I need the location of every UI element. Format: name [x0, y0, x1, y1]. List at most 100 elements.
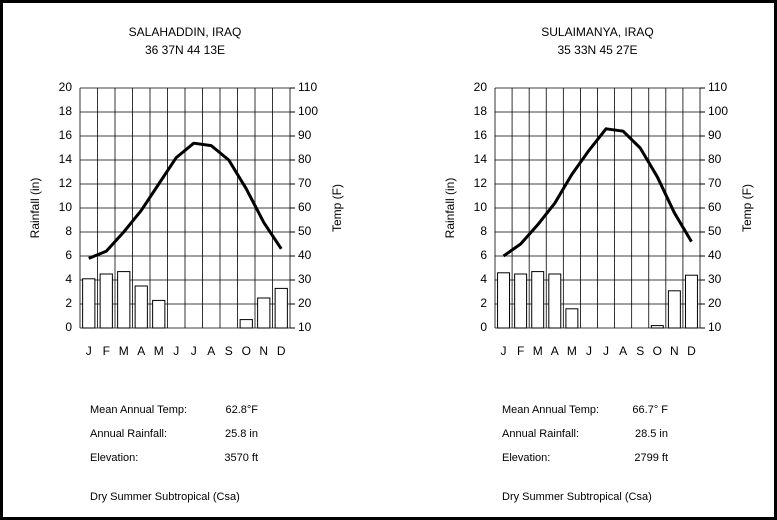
bar	[152, 299, 166, 329]
stat-label: Elevation:	[90, 452, 138, 464]
x-tick-label: O	[653, 344, 662, 358]
y2-tick-label: 40	[708, 248, 722, 262]
x-tick-label: M	[567, 344, 577, 358]
x-tick-label: M	[154, 344, 164, 358]
bar	[548, 273, 562, 329]
bar	[257, 297, 271, 329]
y-tick-label: 18	[59, 104, 73, 118]
y2-tick-label: 20	[298, 296, 312, 310]
bar	[117, 271, 131, 329]
y-tick-label: 6	[65, 248, 72, 262]
stat-label: Mean Annual Temp:	[90, 404, 187, 416]
y2-tick-label: 90	[708, 128, 722, 142]
x-tick-label: A	[137, 344, 145, 358]
y-tick-label: 20	[59, 80, 73, 94]
chart-subtitle: 36 37N 44 13E	[145, 43, 225, 57]
bar	[514, 273, 528, 329]
stat-label: Annual Rainfall:	[502, 428, 579, 440]
bar	[134, 285, 148, 329]
y-tick-label: 6	[480, 248, 487, 262]
stat-value: 25.8 in	[225, 428, 258, 440]
y-tick-label: 4	[65, 272, 72, 286]
x-tick-label: J	[501, 344, 507, 358]
y2-tick-label: 40	[298, 248, 312, 262]
y2-tick-label: 50	[708, 224, 722, 238]
y-axis-label: Rainfall (in)	[28, 178, 42, 239]
y2-tick-label: 10	[298, 320, 312, 334]
y2-tick-label: 110	[298, 80, 317, 94]
y2-tick-label: 60	[708, 200, 722, 214]
y-tick-label: 10	[474, 200, 488, 214]
y-tick-label: 12	[59, 176, 73, 190]
chart-title: SALAHADDIN, IRAQ	[129, 25, 242, 39]
y-tick-label: 2	[65, 296, 72, 310]
y-tick-label: 0	[65, 320, 72, 334]
stat-value: 3570 ft	[224, 452, 258, 464]
y2-tick-label: 110	[708, 80, 727, 94]
stat-label: Elevation:	[502, 452, 550, 464]
y-tick-label: 4	[480, 272, 487, 286]
temp-line	[88, 141, 283, 260]
y2-tick-label: 30	[708, 272, 722, 286]
stat-value: 2799 ft	[634, 452, 668, 464]
y-tick-label: 8	[480, 224, 487, 238]
y2-tick-label: 30	[298, 272, 312, 286]
x-tick-label: M	[119, 344, 129, 358]
x-tick-label: D	[687, 344, 696, 358]
x-tick-label: N	[259, 344, 268, 358]
y-tick-label: 16	[474, 128, 488, 142]
bar	[274, 287, 288, 329]
chart-title: SULAIMANYA, IRAQ	[541, 25, 653, 39]
bar	[99, 273, 113, 329]
y-tick-label: 18	[474, 104, 488, 118]
x-tick-label: A	[551, 344, 559, 358]
x-tick-label: N	[670, 344, 679, 358]
y2-tick-label: 100	[708, 104, 728, 118]
y2-axis-label: Temp (F)	[330, 184, 344, 232]
y2-tick-label: 80	[298, 152, 312, 166]
bar	[684, 274, 698, 329]
y2-tick-label: 60	[298, 200, 312, 214]
bar	[565, 308, 579, 329]
stat-value: 28.5 in	[635, 428, 668, 440]
y-tick-label: 14	[474, 152, 488, 166]
stat-value: 62.8°F	[225, 404, 258, 416]
stat-label: Annual Rainfall:	[90, 428, 167, 440]
y2-tick-label: 50	[298, 224, 312, 238]
x-tick-label: J	[586, 344, 592, 358]
bar	[650, 325, 664, 329]
y2-tick-label: 20	[708, 296, 722, 310]
x-tick-label: J	[86, 344, 92, 358]
x-tick-label: J	[603, 344, 609, 358]
y-tick-label: 2	[480, 296, 487, 310]
x-tick-label: A	[207, 344, 215, 358]
y2-tick-label: 100	[298, 104, 318, 118]
y-tick-label: 0	[480, 320, 487, 334]
x-tick-label: D	[277, 344, 286, 358]
y-tick-label: 14	[59, 152, 73, 166]
x-tick-label: S	[636, 344, 644, 358]
y-tick-label: 12	[474, 176, 488, 190]
x-tick-label: J	[173, 344, 179, 358]
climate-type: Dry Summer Subtropical (Csa)	[502, 491, 652, 503]
bar	[531, 271, 545, 329]
y2-tick-label: 80	[708, 152, 722, 166]
bar	[667, 290, 681, 329]
x-tick-label: M	[533, 344, 543, 358]
x-tick-label: S	[225, 344, 233, 358]
chart-subtitle: 35 33N 45 27E	[557, 43, 637, 57]
y-axis-label: Rainfall (in)	[443, 178, 457, 239]
y-tick-label: 8	[65, 224, 72, 238]
y-tick-label: 10	[59, 200, 73, 214]
bar	[82, 278, 96, 329]
stat-value: 66.7° F	[632, 404, 668, 416]
y-tick-label: 20	[474, 80, 488, 94]
bar	[497, 272, 511, 329]
bar	[239, 319, 253, 329]
temp-line	[502, 127, 693, 258]
y2-tick-label: 10	[708, 320, 722, 334]
x-tick-label: F	[517, 344, 524, 358]
stat-label: Mean Annual Temp:	[502, 404, 599, 416]
